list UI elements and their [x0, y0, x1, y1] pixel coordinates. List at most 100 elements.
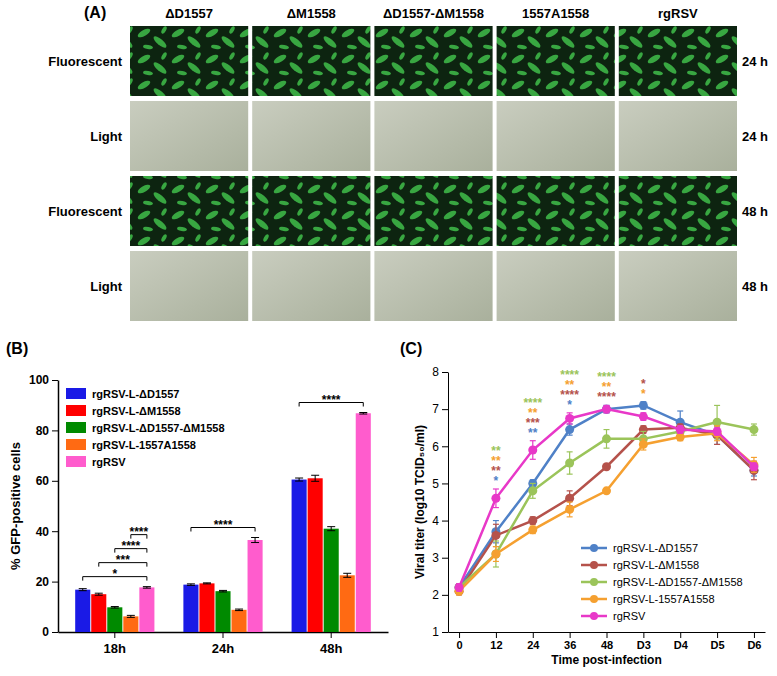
- point: [602, 486, 611, 495]
- axis-line: [58, 381, 60, 633]
- tick: 1: [432, 625, 448, 639]
- significance-label: ****: [214, 518, 233, 532]
- fluorescent-image: [252, 176, 370, 246]
- tick-mark: [680, 632, 681, 638]
- tick: 48h: [320, 632, 342, 656]
- tick-mark: [442, 409, 448, 410]
- tick-label: 60: [36, 474, 50, 488]
- error-bar: [235, 609, 243, 611]
- bar: [231, 610, 246, 632]
- tick-mark: [442, 558, 448, 559]
- x-axis-title: Time post-infection: [551, 653, 661, 667]
- light-image: [130, 251, 248, 321]
- column-label: ΔM1558: [287, 6, 336, 21]
- bar: [308, 478, 323, 632]
- tick: D4: [674, 632, 689, 651]
- tick-label: 0: [456, 639, 462, 651]
- y-axis-title: % GFP-positive cells: [8, 442, 23, 570]
- legend-marker: [590, 612, 598, 620]
- bar: [324, 529, 339, 632]
- tick-label: 80: [36, 424, 50, 438]
- tick-mark: [114, 632, 115, 638]
- legend-marker: [590, 561, 598, 569]
- tick-label: 20: [36, 575, 50, 589]
- tick-mark: [442, 521, 448, 522]
- time-label: 24 h: [742, 129, 768, 144]
- column-label: 1557A1558: [522, 6, 589, 21]
- point: [639, 401, 648, 410]
- tick: 48: [601, 632, 613, 651]
- tick: D5: [711, 632, 725, 651]
- series-line: [459, 433, 754, 591]
- tick: 36: [564, 632, 576, 651]
- series-line: [459, 428, 754, 591]
- light-image: [374, 251, 492, 321]
- point: [749, 425, 758, 434]
- bar: [292, 480, 307, 632]
- significance-label: ****: [130, 525, 149, 539]
- point: [565, 414, 574, 423]
- point: [528, 525, 537, 534]
- tick-mark: [459, 632, 460, 638]
- error-bar: [143, 587, 151, 589]
- tick-label: 8: [432, 365, 439, 379]
- significance-label: ****: [322, 393, 341, 407]
- point: [455, 583, 464, 592]
- error-bar: [219, 590, 227, 592]
- bar: [123, 616, 138, 632]
- tick: 40: [36, 525, 58, 539]
- tick-label: 0: [42, 625, 49, 639]
- row-label: Light: [90, 279, 122, 294]
- legend-swatch: [66, 388, 86, 399]
- error-bar: [79, 589, 87, 591]
- significance-label: ****: [597, 370, 616, 384]
- significance-label: ****: [121, 539, 140, 553]
- tick: 24: [527, 632, 540, 651]
- light-image: [497, 251, 615, 321]
- point: [565, 505, 574, 514]
- tick-mark: [52, 531, 58, 532]
- point: [528, 446, 537, 455]
- legend-marker: [590, 544, 598, 552]
- plot-area: [455, 401, 759, 596]
- tick-mark: [496, 632, 497, 638]
- tick-mark: [52, 582, 58, 583]
- tick: 0: [42, 625, 58, 639]
- error-bar: [95, 593, 103, 595]
- tick-mark: [52, 430, 58, 431]
- point: [491, 531, 500, 540]
- significance-label: ****: [523, 396, 542, 410]
- legend-label: rgRSV: [92, 456, 126, 468]
- legend-label: rgRSV-L-ΔD1557: [613, 542, 698, 554]
- light-image: [252, 251, 370, 321]
- significance-label: *: [641, 377, 646, 391]
- tick: 18h: [104, 632, 126, 656]
- tick-mark: [52, 481, 58, 482]
- legend-swatch: [66, 439, 86, 450]
- error-bar: [295, 478, 303, 481]
- significance-label: *: [112, 567, 117, 581]
- x-axis: 012243648D3D4D5D6: [449, 632, 766, 651]
- significance-label: ***: [116, 553, 130, 567]
- point: [602, 405, 611, 414]
- tick-label: 24: [527, 639, 540, 651]
- point: [491, 494, 500, 503]
- bar: [340, 575, 355, 632]
- tick: 8: [432, 365, 448, 379]
- legend-swatch: [66, 422, 86, 433]
- tick-mark: [52, 632, 58, 633]
- series-line: [459, 422, 754, 587]
- fluorescent-image: [252, 26, 370, 96]
- fluorescent-image: [374, 26, 492, 96]
- point: [455, 583, 464, 592]
- tick: 4: [432, 514, 448, 528]
- tick-mark: [442, 483, 448, 484]
- light-image: [619, 251, 737, 321]
- y-axis: 12345678: [432, 365, 448, 639]
- error-bar: [187, 584, 195, 586]
- legend-label: rgRSV: [613, 610, 646, 622]
- light-image: [252, 101, 370, 171]
- tick-label: 18h: [104, 641, 126, 656]
- tick-label: 40: [36, 525, 50, 539]
- figure: (A)ΔD1557ΔM1558ΔD1557-ΔM15581557A1558rgR…: [0, 0, 777, 676]
